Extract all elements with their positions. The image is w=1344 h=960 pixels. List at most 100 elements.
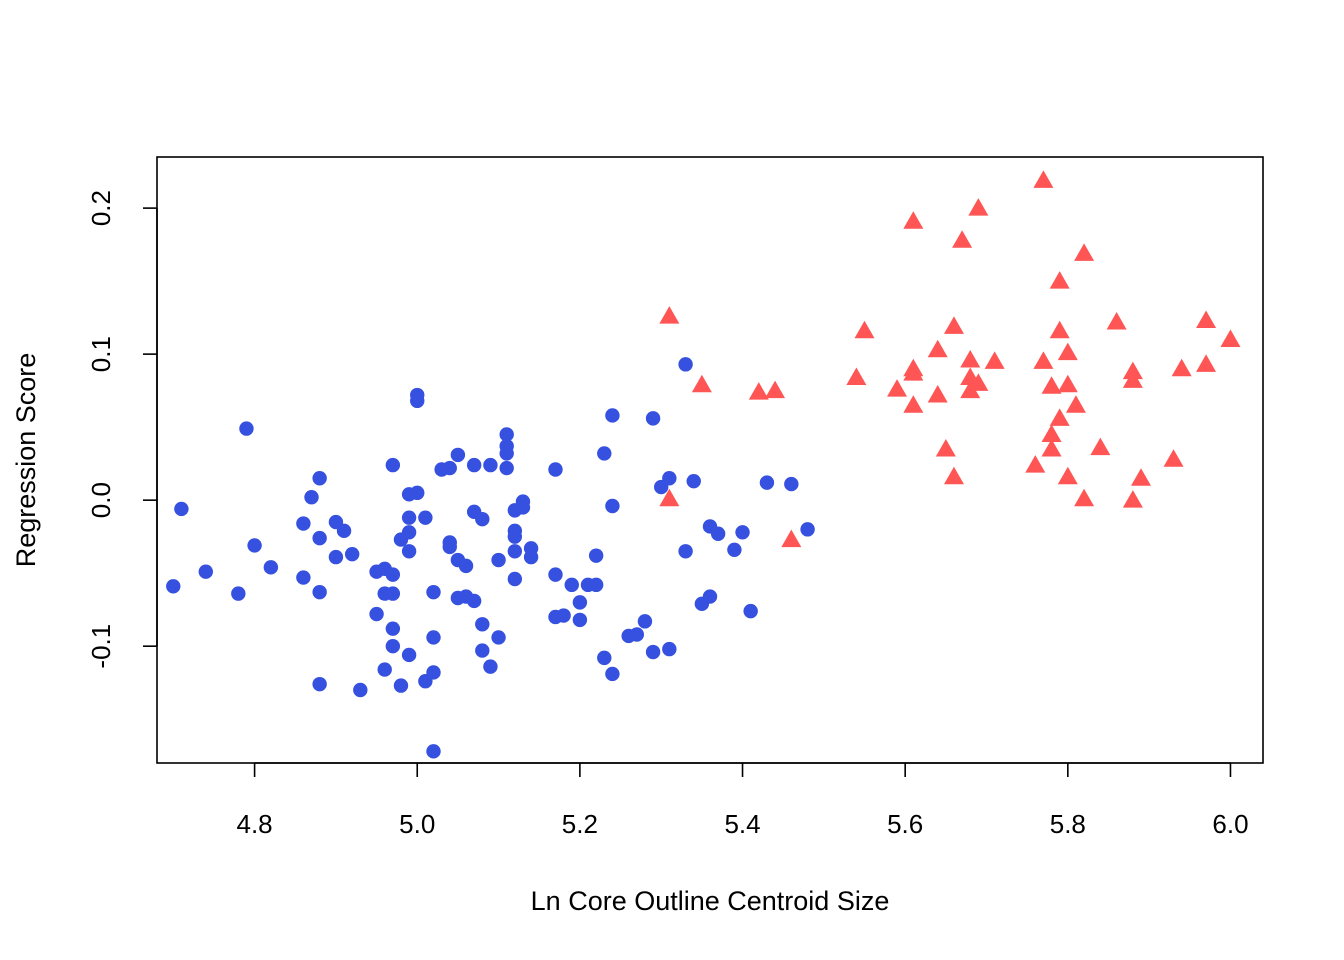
circle-point bbox=[466, 457, 482, 473]
circle-point bbox=[174, 501, 189, 517]
circle-point bbox=[393, 678, 409, 693]
circle-point bbox=[369, 606, 384, 622]
triangle-point bbox=[1090, 437, 1111, 456]
triangle-point bbox=[1033, 351, 1054, 369]
circle-point bbox=[499, 460, 514, 476]
triangle-point bbox=[781, 529, 802, 548]
circle-point bbox=[426, 744, 441, 759]
circle-point bbox=[442, 460, 457, 476]
x-tick-label: 5.4 bbox=[724, 809, 760, 839]
y-axis: -0.1 0.0 0.1 0.2 bbox=[86, 190, 158, 669]
triangle-point bbox=[927, 339, 948, 358]
circle-point bbox=[515, 500, 531, 515]
circle-point bbox=[588, 577, 604, 593]
circle-point bbox=[564, 577, 579, 593]
circle-point bbox=[662, 471, 677, 486]
circle-point bbox=[499, 446, 514, 461]
y-axis-label: Regression Score bbox=[11, 353, 41, 568]
circle-point bbox=[312, 471, 327, 486]
triangle-point bbox=[903, 363, 924, 381]
circle-point bbox=[450, 447, 466, 463]
circle-point bbox=[312, 530, 327, 546]
circle-point bbox=[491, 630, 506, 645]
triangle-point bbox=[968, 373, 989, 391]
circle-point bbox=[735, 525, 750, 540]
circle-point bbox=[759, 475, 775, 490]
circle-point bbox=[166, 579, 181, 594]
triangle-point bbox=[1196, 354, 1217, 372]
circle-point bbox=[605, 666, 620, 682]
data-points bbox=[166, 170, 1241, 759]
circle-point bbox=[385, 621, 401, 636]
triangle-point bbox=[960, 349, 981, 368]
circle-point bbox=[548, 567, 563, 582]
triangle-point bbox=[1041, 376, 1062, 394]
circle-point bbox=[466, 593, 482, 609]
circle-point bbox=[483, 457, 498, 473]
circle-point bbox=[491, 552, 506, 568]
triangle-point bbox=[659, 488, 680, 507]
circle-point bbox=[385, 567, 401, 582]
circle-point bbox=[475, 511, 490, 527]
circle-point bbox=[304, 490, 319, 505]
plot-frame bbox=[156, 156, 1264, 764]
circle-point bbox=[426, 665, 441, 680]
x-tick-label: 6.0 bbox=[1212, 809, 1248, 839]
circle-point bbox=[507, 529, 523, 544]
circle-point bbox=[678, 357, 693, 372]
triangle-point bbox=[1122, 370, 1143, 388]
triangle-point bbox=[1196, 310, 1217, 329]
triangle-point bbox=[765, 380, 786, 399]
x-tick-label: 5.8 bbox=[1050, 809, 1086, 839]
triangle-point bbox=[1041, 439, 1062, 457]
triangle-point bbox=[1057, 466, 1078, 485]
circle-point bbox=[475, 617, 490, 632]
circle-point bbox=[198, 564, 213, 579]
circle-point bbox=[507, 544, 523, 559]
circle-point bbox=[312, 676, 327, 692]
circle-point bbox=[678, 544, 693, 559]
y-tick-label: 0.0 bbox=[86, 482, 116, 518]
y-tick-label: 0.2 bbox=[86, 190, 116, 226]
circle-point bbox=[637, 614, 653, 629]
triangle-point bbox=[927, 385, 948, 403]
triangle-point bbox=[846, 367, 867, 385]
circle-point bbox=[385, 638, 401, 654]
x-axis-label: Ln Core Outline Centroid Size bbox=[531, 886, 890, 916]
triangle-point bbox=[659, 306, 680, 324]
triangle-point bbox=[1074, 243, 1095, 261]
circle-point bbox=[499, 427, 514, 442]
triangle-point bbox=[1065, 395, 1086, 413]
triangle-point bbox=[1171, 358, 1192, 377]
circle-point bbox=[377, 662, 392, 677]
circle-point bbox=[686, 473, 701, 489]
circle-point bbox=[645, 411, 661, 426]
circle-point bbox=[296, 516, 311, 531]
circle-point bbox=[410, 393, 425, 409]
triangle-point bbox=[952, 230, 973, 248]
triangle-point bbox=[1122, 490, 1143, 508]
circle-point bbox=[800, 522, 815, 537]
circle-point bbox=[296, 570, 311, 585]
y-tick-label: -0.1 bbox=[86, 624, 116, 669]
triangle-point bbox=[943, 466, 964, 485]
circle-point bbox=[401, 510, 417, 525]
circle-point bbox=[401, 647, 417, 663]
circle-point bbox=[312, 584, 327, 600]
circle-point bbox=[353, 682, 368, 698]
circle-point bbox=[556, 608, 571, 623]
circle-point bbox=[523, 549, 539, 565]
triangle-point bbox=[1220, 329, 1241, 348]
circle-point bbox=[247, 538, 262, 553]
x-tick-label: 5.2 bbox=[562, 809, 598, 839]
x-tick-label: 4.8 bbox=[237, 809, 273, 839]
x-axis: 4.8 5.0 5.2 5.4 5.6 5.8 6.0 bbox=[237, 762, 1249, 839]
circle-point bbox=[605, 408, 620, 423]
circle-point bbox=[727, 542, 742, 558]
triangle-point bbox=[1106, 312, 1127, 330]
circle-point bbox=[605, 498, 620, 514]
triangle-point bbox=[854, 320, 875, 339]
circle-point bbox=[385, 586, 401, 601]
circle-point bbox=[629, 627, 645, 642]
circle-point bbox=[263, 560, 279, 575]
